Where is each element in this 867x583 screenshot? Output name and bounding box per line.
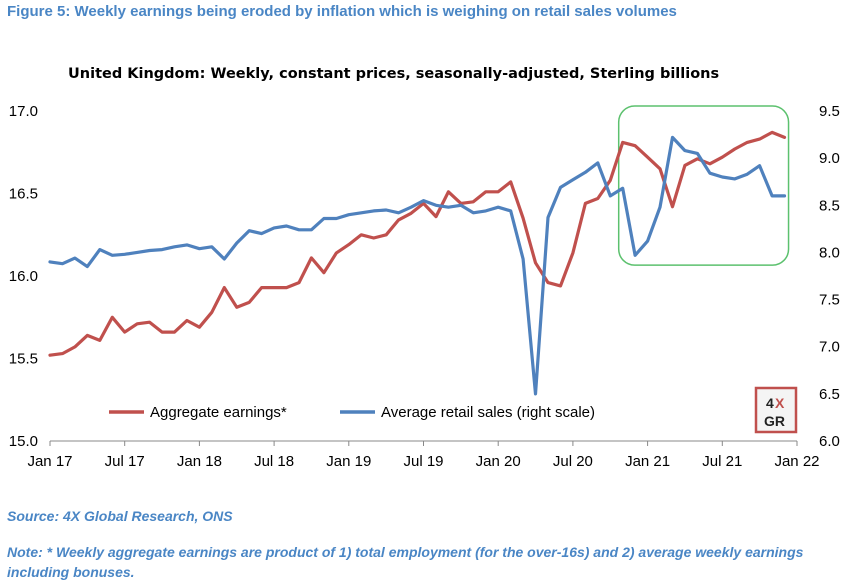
logo-mark-x: X — [775, 395, 785, 411]
4xgr-logo: 4 X GR — [754, 386, 798, 434]
y-tick-left: 15.0 — [9, 433, 38, 450]
footnote: Note: * Weekly aggregate earnings are pr… — [7, 544, 804, 580]
x-tick-label: Jan 19 — [326, 453, 371, 470]
x-tick-label: Jul 21 — [702, 453, 742, 470]
x-tick-label: Jul 18 — [254, 453, 294, 470]
series-line-retail — [48, 135, 787, 396]
y-tick-left: 15.5 — [9, 351, 38, 368]
x-tick-label: Jan 18 — [177, 453, 222, 470]
y-tick-left: 17.0 — [9, 103, 38, 120]
x-tick-label: Jul 20 — [553, 453, 593, 470]
figure-title: Figure 5: Weekly earnings being eroded b… — [7, 3, 677, 20]
x-tick-label: Jan 20 — [476, 453, 521, 470]
source-note: Source: 4X Global Research, ONS — [7, 508, 233, 524]
logo-mark-4: 4 — [766, 395, 774, 411]
series-line-earnings — [48, 130, 787, 357]
y-tick-right: 7.0 — [819, 339, 840, 356]
logo-mark-gr: GR — [764, 413, 785, 429]
y-tick-right: 7.5 — [819, 292, 840, 309]
highlight-box — [617, 105, 790, 266]
x-tick-label: Jan 17 — [27, 453, 72, 470]
x-tick-label: Jul 17 — [105, 453, 145, 470]
chart-title: United Kingdom: Weekly, constant prices,… — [68, 66, 720, 82]
y-tick-right: 9.0 — [819, 150, 840, 167]
y-tick-right: 6.0 — [819, 433, 840, 450]
legend-label-retail: Average retail sales (right scale) — [381, 404, 595, 421]
y-tick-right: 9.5 — [819, 103, 840, 120]
legend-label-earnings: Aggregate earnings* — [150, 404, 287, 421]
y-tick-right: 6.5 — [819, 386, 840, 403]
x-tick-label: Jan 22 — [774, 453, 819, 470]
y-tick-right: 8.5 — [819, 197, 840, 214]
y-tick-left: 16.0 — [9, 268, 38, 285]
y-tick-left: 16.5 — [9, 186, 38, 203]
x-tick-label: Jan 21 — [625, 453, 670, 470]
x-tick-label: Jul 19 — [403, 453, 443, 470]
y-tick-right: 8.0 — [819, 244, 840, 261]
